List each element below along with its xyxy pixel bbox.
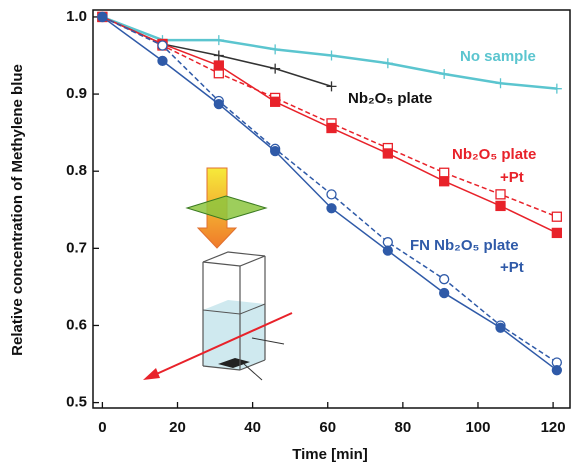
y-tick-label: 0.6 xyxy=(66,316,87,333)
marker xyxy=(552,366,561,375)
marker xyxy=(496,78,506,88)
y-tick-label: 0.7 xyxy=(66,239,87,256)
marker xyxy=(327,190,336,199)
annotation: +Pt xyxy=(500,259,524,276)
marker xyxy=(214,51,224,61)
annotation: Nb₂O₅ plate xyxy=(348,90,432,107)
x-tick-label: 80 xyxy=(395,419,412,436)
annotation: FN Nb₂O₅ plate xyxy=(410,237,519,254)
x-tick-label: 120 xyxy=(541,419,566,436)
marker xyxy=(214,61,223,70)
marker xyxy=(440,275,449,284)
y-axis-label: Relative concentration of Methylene blue xyxy=(9,64,26,356)
x-tick-label: 0 xyxy=(98,419,106,436)
marker xyxy=(496,323,505,332)
marker xyxy=(552,212,561,221)
marker xyxy=(383,58,393,68)
marker xyxy=(440,168,449,177)
callout-line xyxy=(244,364,262,380)
inset-diagram xyxy=(143,168,292,380)
x-tick-label: 40 xyxy=(244,419,261,436)
marker xyxy=(496,201,505,210)
marker xyxy=(214,35,224,45)
y-tick-label: 0.5 xyxy=(66,394,87,411)
annotation: No sample xyxy=(460,48,536,65)
marker xyxy=(496,190,505,199)
annotation: +Pt xyxy=(500,169,524,186)
x-tick-label: 60 xyxy=(319,419,336,436)
annotation: Nb₂O₅ plate xyxy=(452,146,536,163)
marker xyxy=(440,177,449,186)
marker xyxy=(552,84,562,94)
x-tick-label: 20 xyxy=(169,419,186,436)
marker xyxy=(327,81,337,91)
y-tick-label: 0.8 xyxy=(66,162,87,179)
marker xyxy=(327,204,336,213)
marker xyxy=(270,44,280,54)
marker xyxy=(439,69,449,79)
marker xyxy=(327,51,337,61)
marker xyxy=(214,100,223,109)
marker xyxy=(270,64,280,74)
ray-arrowhead xyxy=(143,368,160,380)
marker xyxy=(327,124,336,133)
marker xyxy=(552,228,561,237)
chart: Time [min] Relative concentration of Met… xyxy=(0,0,578,469)
y-tick-label: 0.9 xyxy=(66,85,87,102)
marker xyxy=(383,149,392,158)
marker xyxy=(271,147,280,156)
cuvette-top xyxy=(203,252,265,266)
marker xyxy=(158,41,167,50)
marker xyxy=(271,97,280,106)
marker xyxy=(383,246,392,255)
x-axis-label: Time [min] xyxy=(292,446,368,463)
marker xyxy=(440,289,449,298)
filter-shape xyxy=(187,196,266,220)
marker xyxy=(98,12,107,21)
marker xyxy=(158,56,167,65)
marker xyxy=(383,238,392,247)
y-tick-label: 1.0 xyxy=(66,8,87,25)
x-tick-label: 100 xyxy=(465,419,490,436)
